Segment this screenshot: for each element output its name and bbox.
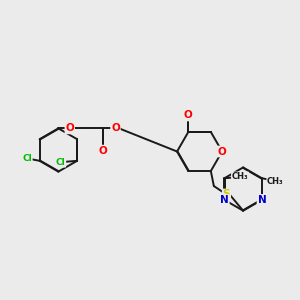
Text: Cl: Cl [22,154,32,163]
Text: O: O [111,123,120,134]
Text: O: O [65,123,74,134]
Text: O: O [218,146,226,157]
Text: N: N [257,195,266,205]
Text: O: O [184,110,193,121]
Text: CH₃: CH₃ [232,172,248,181]
Text: O: O [98,146,107,156]
Text: N: N [220,195,229,205]
Text: S: S [223,190,230,200]
Text: CH₃: CH₃ [267,177,284,186]
Text: Cl: Cl [56,158,65,167]
